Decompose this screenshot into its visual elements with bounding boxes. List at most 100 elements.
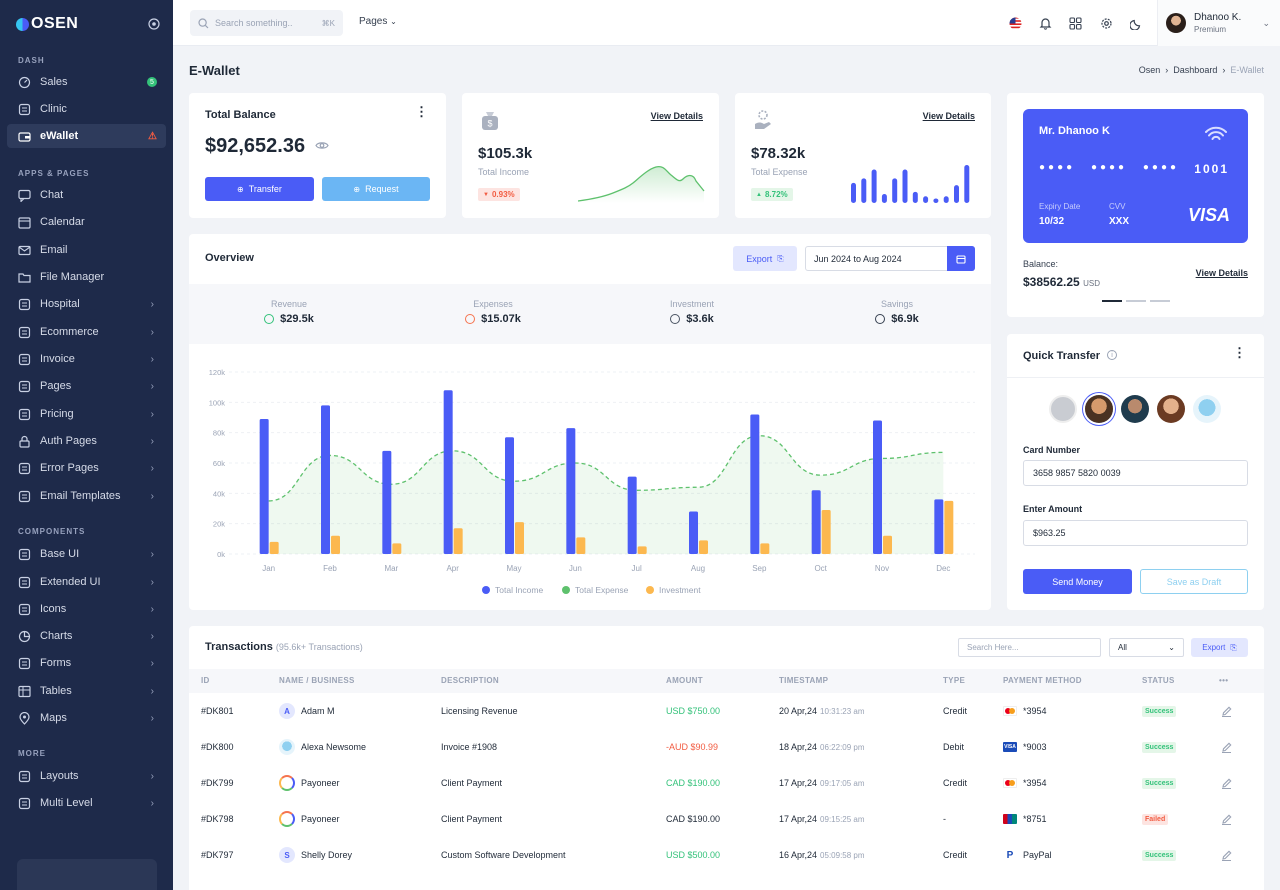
sidebar-item-chat[interactable]: Chat bbox=[7, 183, 166, 207]
base-ui-icon bbox=[18, 548, 31, 561]
x-tick-label: Jul bbox=[632, 564, 642, 573]
tx-timestamp: 17 Apr,24 09:17:05 am bbox=[779, 778, 865, 788]
status-badge: Failed bbox=[1142, 813, 1169, 825]
sidebar-item-maps[interactable]: Maps › bbox=[7, 706, 166, 730]
sidebar-item-error-pages[interactable]: Error Pages › bbox=[7, 456, 166, 480]
sidebar-item-label: Clinic bbox=[40, 103, 67, 115]
total-balance-card: Total Balance ⋮ $92,652.36 ⊕ Transfer ⊕ Re… bbox=[189, 93, 446, 218]
tx-type: Credit bbox=[943, 778, 968, 788]
sidebar-item-layouts[interactable]: Layouts › bbox=[7, 764, 166, 788]
sidebar-item-label: Ecommerce bbox=[40, 326, 99, 338]
card-carousel-dots[interactable] bbox=[1102, 300, 1170, 302]
sidebar-item-multi-level[interactable]: Multi Level › bbox=[7, 791, 166, 815]
sidebar-item-forms[interactable]: Forms › bbox=[7, 651, 166, 675]
search-input[interactable]: Search something.. bbox=[215, 18, 293, 28]
transactions-search-input[interactable]: Search Here... bbox=[958, 638, 1101, 657]
card-view-details-link[interactable]: View Details bbox=[1195, 268, 1248, 278]
visa-logo: VISA bbox=[1187, 205, 1230, 225]
investment-bar bbox=[331, 535, 340, 554]
calendar-icon[interactable] bbox=[947, 246, 975, 271]
edit-icon[interactable] bbox=[1221, 740, 1232, 754]
sidebar-item-extended-ui[interactable]: Extended UI › bbox=[7, 570, 166, 594]
breadcrumb-osen[interactable]: Osen bbox=[1138, 65, 1161, 75]
moon-icon[interactable] bbox=[1128, 15, 1144, 31]
date-range-value: Jun 2024 to Aug 2024 bbox=[814, 253, 902, 264]
sidebar-item-ecommerce[interactable]: Ecommerce › bbox=[7, 320, 166, 344]
legend-label[interactable]: Total Income bbox=[495, 585, 543, 595]
edit-icon[interactable] bbox=[1221, 848, 1232, 862]
svg-text:$: $ bbox=[487, 119, 492, 129]
column-header: ID bbox=[201, 676, 210, 685]
chevron-right-icon: › bbox=[150, 712, 154, 724]
apps-grid-icon[interactable] bbox=[1067, 15, 1083, 31]
gear-icon[interactable] bbox=[1098, 15, 1114, 31]
us-flag-icon[interactable] bbox=[1007, 15, 1023, 31]
sidebar-item-hospital[interactable]: Hospital › bbox=[7, 292, 166, 316]
sidebar-item-email-templates[interactable]: Email Templates › bbox=[7, 484, 166, 508]
transfer-button[interactable]: ⊕ Transfer bbox=[205, 177, 314, 201]
amount-field[interactable]: $963.25 bbox=[1023, 520, 1248, 546]
sidebar-item-pages[interactable]: Pages › bbox=[7, 374, 166, 398]
credit-card[interactable]: Mr. Dhanoo K ●●●● ●●●● ●●●● 1001 Expiry … bbox=[1023, 109, 1248, 243]
contact-avatar[interactable] bbox=[1193, 395, 1221, 423]
sidebar-item-base-ui[interactable]: Base UI › bbox=[7, 542, 166, 566]
sidebar-item-email[interactable]: Email bbox=[7, 238, 166, 262]
save-draft-button[interactable]: Save as Draft bbox=[1140, 569, 1248, 594]
contact-avatar[interactable] bbox=[1157, 395, 1185, 423]
contact-avatar[interactable] bbox=[1121, 395, 1149, 423]
edit-icon[interactable] bbox=[1221, 704, 1232, 718]
chevron-right-icon: › bbox=[150, 603, 154, 615]
transactions-filter-select[interactable]: All ⌄ bbox=[1109, 638, 1184, 657]
edit-icon[interactable] bbox=[1221, 776, 1232, 790]
sidebar-item-icons[interactable]: Icons › bbox=[7, 597, 166, 621]
edit-icon[interactable] bbox=[1221, 812, 1232, 826]
more-vertical-icon[interactable]: ⋮ bbox=[1233, 345, 1246, 360]
sidebar-item-invoice[interactable]: Invoice › bbox=[7, 347, 166, 371]
request-button[interactable]: ⊕ Request bbox=[322, 177, 430, 201]
user-menu[interactable]: Dhanoo K. Premium ⌄ bbox=[1157, 0, 1280, 46]
card-number-field[interactable]: 3658 9857 5820 0039 bbox=[1023, 460, 1248, 486]
chevron-down-icon: ⌄ bbox=[1168, 643, 1175, 652]
income-label: Total Income bbox=[478, 167, 530, 177]
expense-spark-bar bbox=[912, 191, 918, 203]
tx-amount: CAD $190.00 bbox=[666, 778, 721, 788]
search-box[interactable]: Search something.. ⌘K bbox=[190, 10, 343, 36]
sidebar-item-charts[interactable]: Charts › bbox=[7, 624, 166, 648]
breadcrumb-dashboard[interactable]: Dashboard bbox=[1173, 65, 1218, 75]
income-bar bbox=[259, 419, 269, 554]
expense-view-details-link[interactable]: View Details bbox=[922, 111, 975, 121]
brand-logo[interactable]: OSEN bbox=[16, 14, 78, 34]
tx-timestamp: 16 Apr,24 05:09:58 pm bbox=[779, 850, 865, 860]
status-badge: Success bbox=[1142, 741, 1177, 753]
arrow-up-circle-icon bbox=[465, 314, 476, 324]
sidebar-item-sales[interactable]: Sales 5 bbox=[7, 70, 166, 94]
contact-avatar-selected[interactable] bbox=[1085, 395, 1113, 423]
sidebar-item-label: Extended UI bbox=[40, 576, 101, 588]
sidebar-item-tables[interactable]: Tables › bbox=[7, 679, 166, 703]
column-header: DESCRIPTION bbox=[441, 676, 499, 685]
sidebar-item-auth-pages[interactable]: Auth Pages › bbox=[7, 429, 166, 453]
sidebar-item-calendar[interactable]: Calendar bbox=[7, 210, 166, 234]
sidebar-badge: 5 bbox=[147, 77, 157, 87]
send-money-button[interactable]: Send Money bbox=[1023, 569, 1132, 594]
eye-icon[interactable] bbox=[315, 140, 329, 151]
date-range-picker[interactable]: Jun 2024 to Aug 2024 bbox=[805, 246, 975, 271]
legend-label[interactable]: Investment bbox=[659, 585, 701, 595]
cvv-label: CVV bbox=[1109, 202, 1126, 211]
sidebar-item-file-manager[interactable]: File Manager bbox=[7, 265, 166, 289]
overview-export-button[interactable]: Export ⎘ bbox=[733, 246, 797, 271]
transactions-export-button[interactable]: Export ⎘ bbox=[1191, 638, 1248, 657]
bell-icon[interactable] bbox=[1037, 15, 1053, 31]
contact-avatar[interactable] bbox=[1049, 395, 1077, 423]
sidebar-item-pricing[interactable]: Pricing › bbox=[7, 402, 166, 426]
pages-dropdown[interactable]: Pages ⌄ bbox=[359, 16, 397, 27]
sidebar-item-ewallet[interactable]: eWallet ⚠ bbox=[7, 124, 166, 148]
column-header: STATUS bbox=[1142, 676, 1175, 685]
income-view-details-link[interactable]: View Details bbox=[650, 111, 703, 121]
sidebar-collapse-icon[interactable] bbox=[148, 18, 160, 30]
more-vertical-icon[interactable]: ⋮ bbox=[415, 104, 428, 119]
sidebar-item-clinic[interactable]: Clinic bbox=[7, 97, 166, 121]
legend-label[interactable]: Total Expense bbox=[575, 585, 629, 595]
x-tick-label: May bbox=[506, 564, 521, 573]
info-icon[interactable]: i bbox=[1107, 350, 1117, 360]
